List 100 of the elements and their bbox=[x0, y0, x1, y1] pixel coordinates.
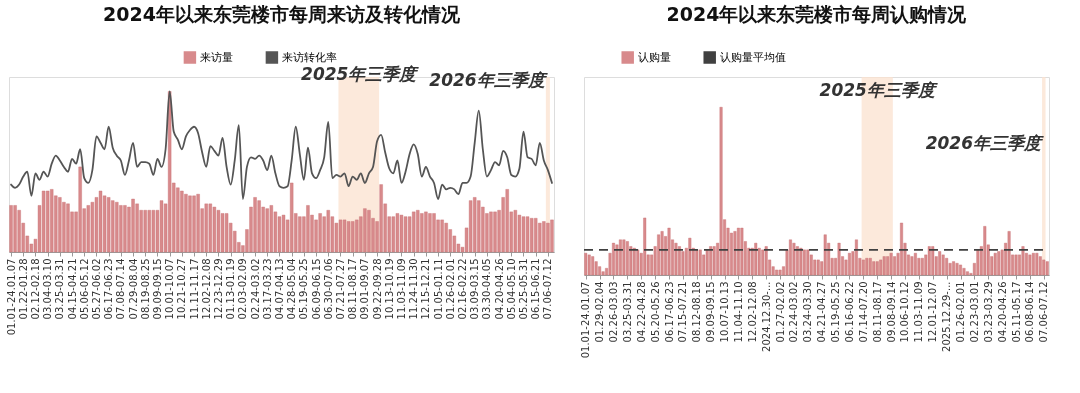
x-tick-label: 07.21-07.27 bbox=[334, 258, 346, 320]
x-tick-label: 11.03-11.09 bbox=[395, 258, 407, 320]
bar bbox=[143, 210, 147, 253]
x-tick-label: 01.26-02.01 bbox=[955, 281, 967, 343]
bar bbox=[403, 216, 408, 253]
x-tick-label: 03.09-03.15 bbox=[469, 258, 481, 320]
bar bbox=[534, 218, 538, 253]
x-tick-label: 01.27-02.02 bbox=[774, 281, 786, 343]
x-tick-label: 04.28-05.04 bbox=[286, 258, 298, 320]
bar bbox=[546, 222, 550, 253]
bar bbox=[927, 246, 931, 276]
x-tick-label: 12.02-12.08 bbox=[746, 281, 758, 343]
bar bbox=[761, 249, 765, 276]
annotation: 2026年三季度 bbox=[925, 133, 1045, 154]
bar bbox=[705, 249, 709, 276]
bar bbox=[265, 208, 269, 253]
x-tick-label: 11.04-11.10 bbox=[732, 281, 744, 343]
bar bbox=[542, 221, 546, 253]
bar bbox=[468, 200, 473, 253]
x-tick-label: 10.01-10.07 bbox=[164, 258, 176, 320]
bar bbox=[962, 268, 966, 276]
x-tick-label: 09.22-09.28 bbox=[371, 258, 383, 320]
x-tick-label: 01.01-24.01.07 bbox=[5, 258, 17, 336]
bar bbox=[188, 195, 192, 253]
chart-title: 2024年以来东莞楼市每周认购情况 bbox=[666, 3, 968, 25]
bar bbox=[789, 239, 792, 276]
bar bbox=[412, 211, 416, 253]
bar bbox=[131, 198, 135, 253]
x-tick-label: 04.15-04.21 bbox=[66, 258, 78, 320]
x-tick-label: 03.23-03.29 bbox=[982, 281, 994, 343]
legend-label: 来访量 bbox=[200, 50, 234, 64]
bar bbox=[517, 214, 522, 253]
bar bbox=[41, 190, 46, 253]
x-tick-label: 03.24-03.30 bbox=[802, 281, 814, 343]
bar bbox=[792, 242, 796, 276]
bar bbox=[253, 197, 257, 253]
x-tick-label: 03.17-03.23 bbox=[261, 258, 273, 320]
bar bbox=[473, 197, 477, 253]
bar bbox=[50, 189, 54, 253]
bar bbox=[281, 214, 286, 253]
bar bbox=[115, 202, 119, 253]
bar bbox=[1035, 252, 1039, 276]
bar bbox=[428, 213, 432, 253]
bar bbox=[58, 197, 62, 253]
x-tick-label: 06.30-07.06 bbox=[322, 258, 334, 320]
x-tick-label: 08.11-08.17 bbox=[347, 258, 359, 320]
bar bbox=[764, 246, 768, 276]
bar bbox=[882, 256, 886, 276]
x-tick-label: 06.17-06.23 bbox=[663, 281, 675, 343]
x-tick-label: 01.01-24.01.07 bbox=[580, 281, 592, 359]
bar bbox=[733, 231, 737, 276]
x-tick-label: 11.11-11.17 bbox=[188, 258, 200, 320]
x-tick-label: 10.06-10.12 bbox=[899, 281, 911, 343]
bar bbox=[395, 213, 400, 253]
bar bbox=[875, 261, 879, 276]
x-tick-label: 02.16-02.22 bbox=[456, 258, 468, 320]
x-tick-label: 07.29-08.04 bbox=[127, 258, 139, 320]
legend-label: 认购量 bbox=[638, 50, 672, 64]
x-tick-label: 06.08-06.14 bbox=[1024, 281, 1036, 343]
bar bbox=[740, 227, 744, 276]
x-tick-label: 12.02-12.08 bbox=[200, 258, 212, 320]
bar bbox=[216, 210, 221, 253]
x-tick-label: 03.25-03.31 bbox=[54, 258, 66, 320]
bar bbox=[816, 259, 820, 276]
bar bbox=[848, 252, 851, 276]
x-tick-label: 12.01-12.07 bbox=[927, 281, 939, 343]
x-tick-label: 06.17-06.23 bbox=[103, 258, 115, 320]
bar bbox=[920, 258, 924, 276]
x-tick-label: 05.19-05.25 bbox=[830, 281, 842, 343]
bar bbox=[86, 205, 90, 253]
x-tick-label: 11.24-11.30 bbox=[408, 258, 420, 320]
bar bbox=[151, 210, 156, 253]
bar bbox=[900, 222, 903, 276]
x-tick-label: 05.19-05.25 bbox=[298, 258, 310, 320]
bar bbox=[298, 216, 302, 253]
bar bbox=[736, 227, 740, 276]
bar bbox=[854, 239, 858, 276]
x-tick-label: 12.15-12.21 bbox=[420, 258, 432, 320]
x-tick-label: 03.30-04.05 bbox=[481, 258, 493, 320]
bar bbox=[123, 205, 127, 253]
bar bbox=[78, 166, 82, 253]
x-tick-label: 02.24-03.02 bbox=[249, 258, 261, 320]
bar bbox=[391, 216, 396, 253]
x-tick-label: 03.25-03.31 bbox=[621, 281, 633, 343]
x-tick-label: 2024.12.30-... bbox=[760, 281, 772, 352]
bar bbox=[587, 254, 591, 276]
x-tick-label: 05.25-05.31 bbox=[518, 258, 529, 320]
bar bbox=[976, 249, 980, 276]
bar bbox=[220, 213, 225, 253]
x-tick-label: 07.14-07.20 bbox=[857, 281, 869, 343]
x-tick-label: 02.26-03.03 bbox=[608, 281, 619, 343]
text: 2026年三季度 bbox=[429, 69, 548, 90]
x-tick-label: 02.24-03.02 bbox=[788, 281, 800, 343]
x-tick-label: 04.21-04.27 bbox=[816, 281, 828, 343]
bar bbox=[440, 219, 444, 253]
x-tick-label: 01.29-02.04 bbox=[594, 281, 606, 343]
bar bbox=[802, 249, 806, 276]
bar bbox=[913, 252, 917, 276]
bar bbox=[775, 269, 779, 276]
bar bbox=[420, 213, 424, 253]
